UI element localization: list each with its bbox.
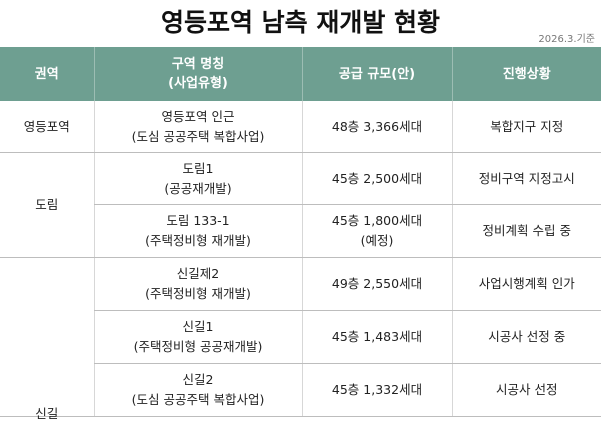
supply-value: 45층 1,800세대 xyxy=(331,213,423,228)
table-row: 도림 133-1 (주택정비형 재개발) 45층 1,800세대 (예정) 정비… xyxy=(0,204,601,258)
zone-type: (도심 공공주택 복합사업) xyxy=(131,128,265,144)
table-row: 신길 신길제2 (주택정비형 재개발) 49층 2,550세대 사업시행계획 인… xyxy=(0,257,601,421)
supply-cell: 45층 1,332세대 xyxy=(301,363,452,417)
reference-date: 2026.3.기준 xyxy=(538,34,595,45)
page-title: 영등포역 남측 재개발 현황 xyxy=(160,8,441,37)
zone-name: 신길2 xyxy=(182,372,214,387)
supply-cell: 48층 3,366세대 xyxy=(301,101,452,153)
header-name-label: 구역 명칭 xyxy=(171,57,225,72)
supply-value: 45층 2,500세대 xyxy=(331,170,423,186)
header-type-label: (사업유형) xyxy=(168,76,228,91)
header-supply: 공급 규모(안) xyxy=(301,47,452,101)
status-cell: 시공사 선정 중 xyxy=(451,310,601,364)
supply-value: 48층 3,366세대 xyxy=(331,118,423,134)
table-row: 신길1 (주택정비형 공공재개발) 45층 1,483세대 시공사 선정 중 xyxy=(0,310,601,364)
region-cell: 신길 xyxy=(0,257,94,421)
region-cell: 도림 xyxy=(0,152,94,258)
supply-cell: 45층 1,800세대 (예정) xyxy=(301,204,452,258)
region-cell: 영등포역 xyxy=(0,101,94,153)
zone-name: 신길1 xyxy=(182,319,214,334)
table-row: 신길2 (도심 공공주택 복합사업) 45층 1,332세대 시공사 선정 xyxy=(0,363,601,417)
zone-cell: 신길2 (도심 공공주택 복합사업) xyxy=(93,363,302,417)
zone-type: (주택정비형 공공재개발) xyxy=(133,339,263,354)
supply-note: (예정) xyxy=(360,233,394,248)
zone-type: (주택정비형 재개발) xyxy=(145,233,251,248)
zone-type: (도심 공공주택 복합사업) xyxy=(131,392,265,407)
zone-cell: 신길제2 (주택정비형 재개발) xyxy=(93,257,302,311)
header-name: 구역 명칭 (사업유형) xyxy=(93,47,302,101)
header-status: 진행상황 xyxy=(451,47,601,101)
redevelopment-table: 권역 구역 명칭 (사업유형) 공급 규모(안) 진행상황 영등포역 영등포역 … xyxy=(0,47,601,421)
zone-cell: 영등포역 인근 (도심 공공주택 복합사업) xyxy=(93,101,302,153)
zone-type: (공공재개발) xyxy=(164,180,232,196)
supply-cell: 49층 2,550세대 xyxy=(301,257,452,311)
status-cell: 정비구역 지정고시 xyxy=(451,152,601,205)
status-cell: 정비계획 수립 중 xyxy=(451,204,601,258)
zone-type: (주택정비형 재개발) xyxy=(145,286,251,301)
zone-name: 도림1 xyxy=(182,160,214,176)
header-region: 권역 xyxy=(0,47,94,101)
zone-name: 도림 133-1 xyxy=(166,213,230,228)
supply-value: 49층 2,550세대 xyxy=(331,276,423,291)
table-row: 영등포역 영등포역 인근 (도심 공공주택 복합사업) 48층 3,366세대 … xyxy=(0,101,601,153)
zone-cell: 도림 133-1 (주택정비형 재개발) xyxy=(93,204,302,258)
status-cell: 복합지구 지정 xyxy=(451,101,601,153)
zone-cell: 신길1 (주택정비형 공공재개발) xyxy=(93,310,302,364)
table-header-row: 권역 구역 명칭 (사업유형) 공급 규모(안) 진행상황 xyxy=(0,47,601,101)
zone-name: 신길제2 xyxy=(176,266,220,281)
supply-cell: 45층 2,500세대 xyxy=(301,152,452,205)
region-label: 신길 xyxy=(35,406,59,421)
status-cell: 사업시행계획 인가 xyxy=(451,257,601,311)
supply-cell: 45층 1,483세대 xyxy=(301,310,452,364)
table-row: 도림 도림1 (공공재개발) 45층 2,500세대 정비구역 지정고시 xyxy=(0,152,601,258)
supply-value: 45층 1,483세대 xyxy=(331,329,423,344)
supply-value: 45층 1,332세대 xyxy=(331,382,423,397)
zone-name: 영등포역 인근 xyxy=(161,108,235,124)
zone-cell: 도림1 (공공재개발) xyxy=(93,152,302,205)
status-cell: 시공사 선정 xyxy=(451,363,601,417)
